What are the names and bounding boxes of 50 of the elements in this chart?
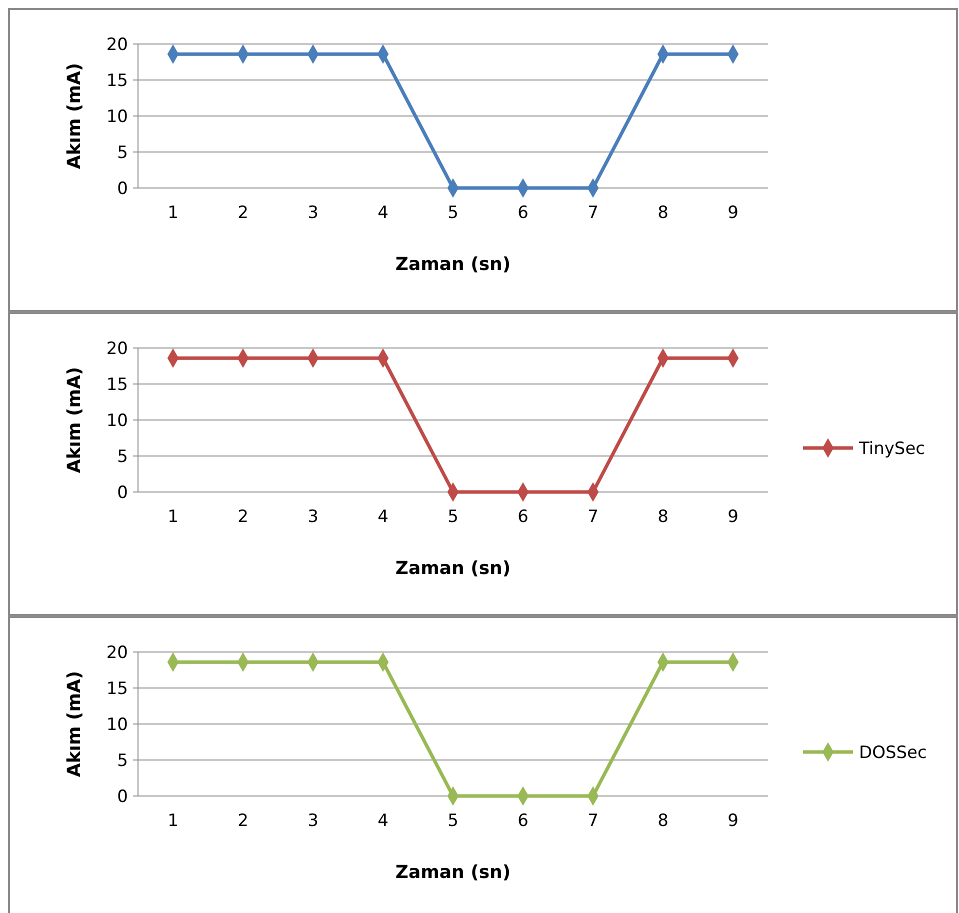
x-tick-label: 5 — [448, 811, 458, 831]
y-tick-label: 10 — [106, 106, 128, 127]
x-tick-label: 6 — [518, 811, 528, 831]
x-tick-label: 4 — [378, 811, 388, 831]
y-tick-label: 20 — [106, 338, 128, 359]
x-axis-title: Zaman (sn) — [395, 558, 511, 579]
y-axis-title: Akım (mA) — [64, 670, 85, 778]
x-axis-title: Zaman (sn) — [395, 862, 511, 883]
y-tick-label: 5 — [117, 142, 128, 163]
y-axis-title: Akım (mA) — [64, 366, 85, 474]
y-tick-label: 10 — [106, 410, 128, 431]
x-tick-label: 3 — [308, 507, 318, 527]
y-tick-label: 20 — [106, 642, 128, 663]
x-tick-label: 6 — [518, 203, 528, 223]
x-tick-label: 3 — [308, 811, 318, 831]
x-tick-label: 7 — [588, 203, 598, 223]
x-tick-label: 8 — [658, 811, 668, 831]
x-tick-label: 8 — [658, 203, 668, 223]
x-tick-label: 2 — [238, 203, 248, 223]
y-tick-label: 0 — [117, 482, 128, 503]
x-tick-label: 1 — [168, 507, 178, 527]
y-tick-label: 20 — [106, 34, 128, 55]
legend-label: DOSSec — [859, 742, 927, 763]
y-tick-label: 0 — [117, 786, 128, 807]
legend-label: TinySec — [858, 438, 926, 459]
y-tick-label: 5 — [117, 750, 128, 771]
x-tick-label: 9 — [728, 811, 738, 831]
x-tick-label: 4 — [378, 203, 388, 223]
x-tick-label: 1 — [168, 203, 178, 223]
x-tick-label: 2 — [238, 811, 248, 831]
y-tick-label: 15 — [106, 678, 128, 699]
y-tick-label: 10 — [106, 714, 128, 735]
x-axis-title: Zaman (sn) — [395, 254, 511, 275]
y-tick-label: 0 — [117, 178, 128, 199]
x-tick-label: 7 — [588, 811, 598, 831]
x-tick-label: 6 — [518, 507, 528, 527]
x-tick-label: 1 — [168, 811, 178, 831]
y-tick-label: 15 — [106, 374, 128, 395]
x-tick-label: 3 — [308, 203, 318, 223]
x-tick-label: 9 — [728, 507, 738, 527]
y-axis-title: Akım (mA) — [64, 62, 85, 170]
x-tick-label: 8 — [658, 507, 668, 527]
x-tick-label: 7 — [588, 507, 598, 527]
x-tick-label: 5 — [448, 507, 458, 527]
x-tick-label: 9 — [728, 203, 738, 223]
y-tick-label: 5 — [117, 446, 128, 467]
y-tick-label: 15 — [106, 70, 128, 91]
x-tick-label: 2 — [238, 507, 248, 527]
x-tick-label: 4 — [378, 507, 388, 527]
x-tick-label: 5 — [448, 203, 458, 223]
